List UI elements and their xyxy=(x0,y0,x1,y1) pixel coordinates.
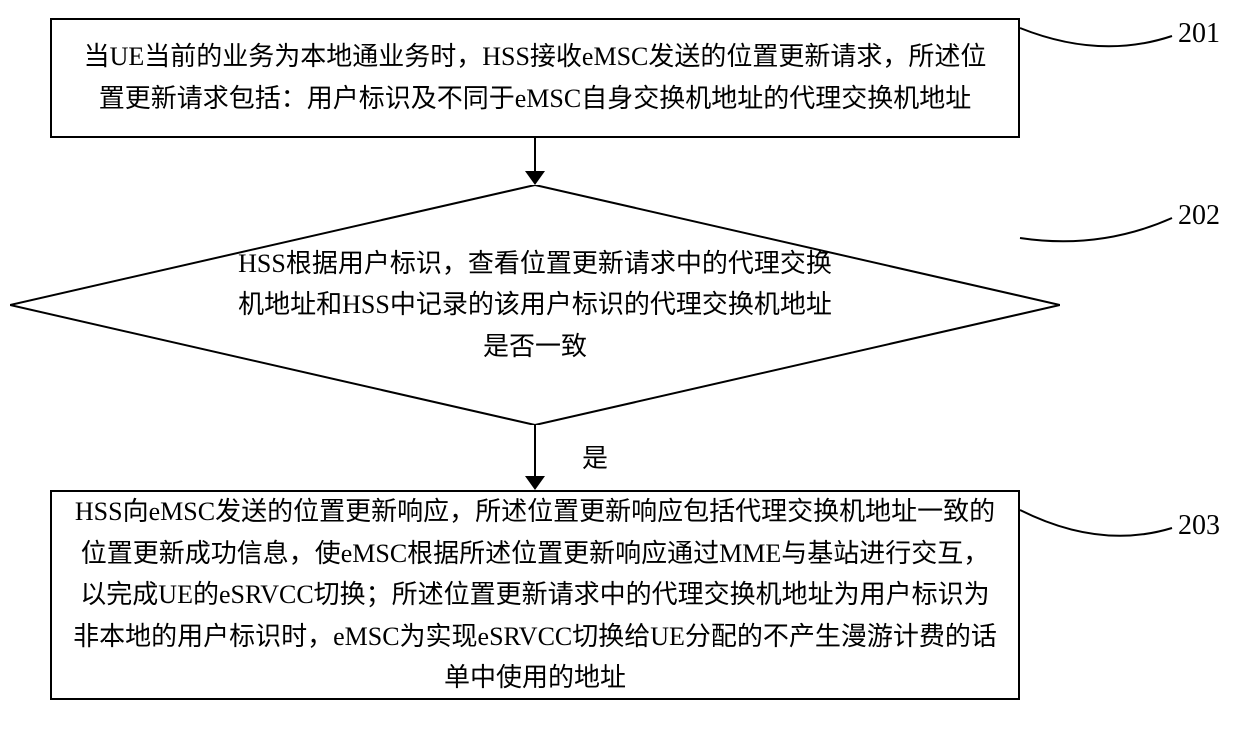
decision-text: HSS根据用户标识，查看位置更新请求中的代理交换机地址和HSS中记录的该用户标识… xyxy=(230,240,840,370)
process-box-3: HSS向eMSC发送的位置更新响应，所述位置更新响应包括代理交换机地址一致的位置… xyxy=(50,490,1020,700)
arrow-2 xyxy=(523,425,547,492)
process-box-3-text: HSS向eMSC发送的位置更新响应，所述位置更新响应包括代理交换机地址一致的位置… xyxy=(72,491,998,699)
callout-curve-1 xyxy=(1018,26,1174,62)
yes-branch-label: 是 xyxy=(582,438,608,475)
callout-curve-2 xyxy=(1018,216,1174,252)
flowchart-container: 当UE当前的业务为本地通业务时，HSS接收eMSC发送的位置更新请求，所述位置更… xyxy=(0,0,1240,754)
arrow-1 xyxy=(523,138,547,187)
step-label-201: 201 xyxy=(1178,18,1220,50)
decision-diamond: HSS根据用户标识，查看位置更新请求中的代理交换机地址和HSS中记录的该用户标识… xyxy=(10,185,1060,425)
process-box-1: 当UE当前的业务为本地通业务时，HSS接收eMSC发送的位置更新请求，所述位置更… xyxy=(50,18,1020,138)
callout-curve-3 xyxy=(1018,508,1174,552)
step-label-203: 203 xyxy=(1178,510,1220,542)
process-box-1-text: 当UE当前的业务为本地通业务时，HSS接收eMSC发送的位置更新请求，所述位置更… xyxy=(72,36,998,119)
step-label-202: 202 xyxy=(1178,200,1220,232)
